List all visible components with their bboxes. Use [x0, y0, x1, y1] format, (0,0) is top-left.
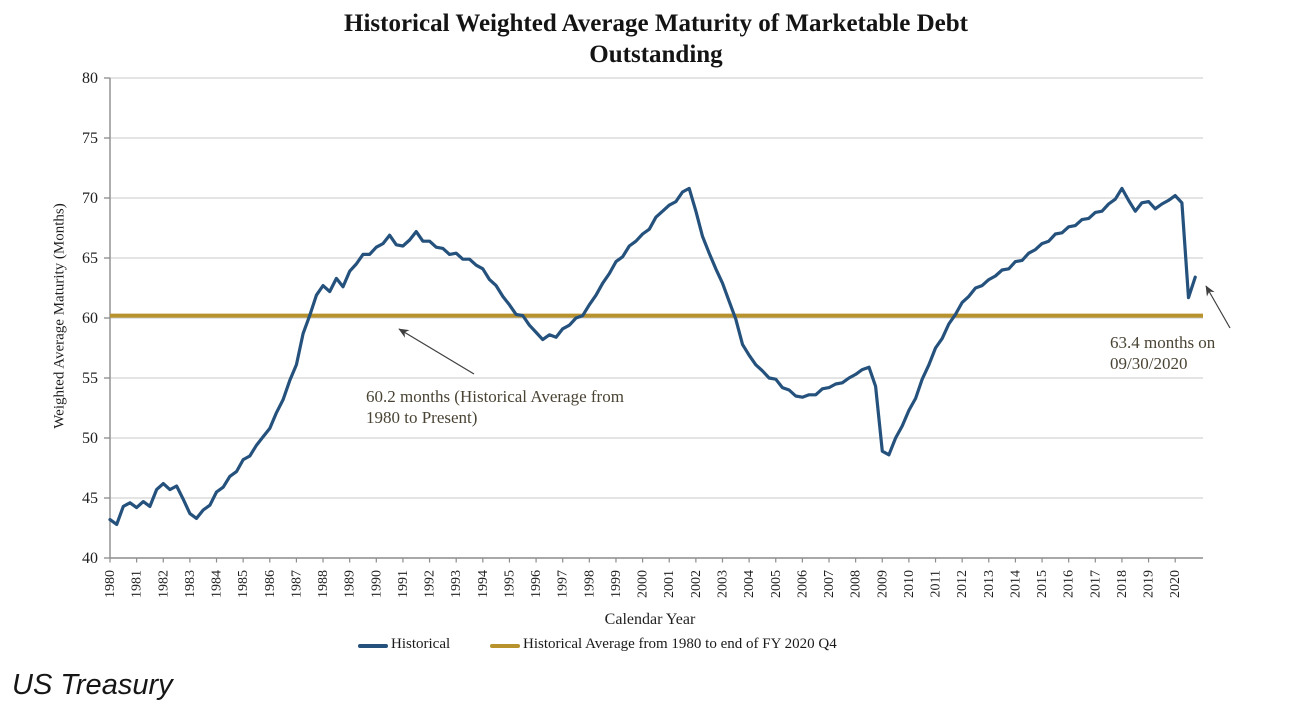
y-tick-label: 75	[82, 130, 98, 147]
x-tick-label: 1993	[449, 570, 464, 598]
y-tick-label: 60	[82, 310, 98, 327]
x-tick-label: 1982	[156, 570, 171, 598]
x-tick-label: 2018	[1115, 570, 1130, 598]
x-tick-label: 2003	[715, 570, 730, 598]
x-tick-label: 1980	[103, 570, 118, 598]
x-tick-label: 2008	[849, 570, 864, 598]
x-tick-label: 1996	[529, 570, 544, 598]
x-tick-label: 1985	[236, 570, 251, 598]
x-tick-label: 2015	[1035, 570, 1050, 598]
historical-series-line	[108, 186, 1197, 527]
legend-average-label: Historical Average from 1980 to end of F…	[523, 636, 837, 652]
x-tick-label: 2009	[875, 570, 890, 598]
x-tick-label: 1984	[210, 570, 225, 598]
x-tick-label: 1991	[396, 570, 411, 598]
x-tick-label: 2004	[742, 570, 757, 598]
source-label: US Treasury	[12, 669, 173, 701]
x-tick-label: 1995	[502, 570, 517, 598]
average-annotation-arrow	[398, 328, 475, 375]
x-tick-label: 2017	[1088, 570, 1103, 598]
y-tick-label: 70	[82, 190, 98, 207]
x-tick-label: 1998	[582, 570, 597, 598]
y-tick-label: 80	[82, 70, 98, 87]
legend-historical-label: Historical	[391, 636, 451, 652]
x-axis-title: Calendar Year	[604, 611, 696, 628]
x-tick-label: 1997	[556, 570, 571, 598]
x-tick-label: 2011	[929, 570, 944, 597]
latest-value-annotation: 63.4 months on 09/30/2020	[1110, 333, 1216, 373]
x-tick-label: 2012	[955, 570, 970, 598]
average-annotation: 60.2 months (Historical Average from 198…	[366, 387, 624, 427]
x-tick-label: 2000	[636, 570, 651, 598]
latest-annotation-arrow	[1205, 285, 1231, 329]
legend-average-swatch	[490, 644, 520, 648]
y-tick-label: 40	[82, 550, 98, 567]
x-tick-label: 1994	[476, 570, 491, 598]
x-tick-label: 2001	[662, 570, 677, 598]
axes	[104, 77, 1203, 563]
x-tick-label: 2014	[1008, 570, 1023, 598]
x-tick-label: 2016	[1062, 570, 1077, 598]
y-tick-label: 50	[82, 430, 98, 447]
x-tick-label: 1989	[343, 570, 358, 598]
x-tick-label: 2007	[822, 570, 837, 598]
y-axis-tick-labels: 80 75 70 65 60 55 50 45 40	[82, 70, 98, 567]
x-tick-label: 1983	[183, 570, 198, 598]
x-tick-label: 2002	[689, 570, 704, 598]
y-tick-label: 65	[82, 250, 98, 267]
x-tick-label: 2010	[902, 570, 917, 598]
x-tick-label: 1988	[316, 570, 331, 598]
x-tick-label: 1992	[423, 570, 438, 598]
x-tick-label: 2005	[769, 570, 784, 598]
x-tick-label: 1986	[263, 570, 278, 598]
legend-historical-swatch	[358, 644, 388, 648]
x-tick-label: 2020	[1168, 570, 1183, 598]
x-tick-label: 1990	[369, 570, 384, 598]
y-tick-label: 45	[82, 490, 98, 507]
x-tick-label: 2006	[795, 570, 810, 598]
chart-title: Historical Weighted Average Maturity of …	[344, 10, 968, 68]
y-axis-title: Weighted Average Maturity (Months)	[51, 203, 68, 429]
x-tick-label: 1999	[609, 570, 624, 598]
x-tick-label: 2013	[982, 570, 997, 598]
x-tick-label: 2019	[1142, 570, 1157, 598]
x-axis-tick-labels: 1980 1981 1982 1983 1984 1985 1986 1987 1988 1989…	[103, 570, 1183, 598]
y-tick-label: 55	[82, 370, 98, 387]
gridlines	[110, 77, 1203, 499]
x-tick-label: 1987	[289, 570, 304, 598]
x-tick-label: 1981	[130, 570, 145, 598]
